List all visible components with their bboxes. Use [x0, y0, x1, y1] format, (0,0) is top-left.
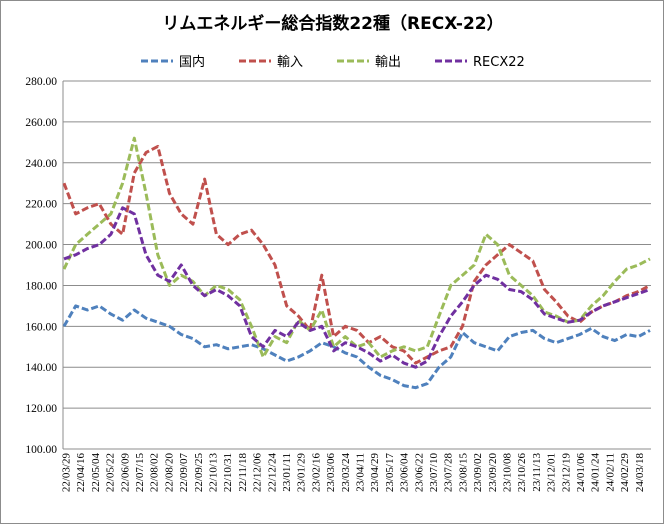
- x-tick-label-35: 24/01/06: [575, 453, 587, 493]
- x-tick-label-26: 23/07/28: [443, 453, 455, 493]
- y-tick-label-5: 200.00: [25, 240, 57, 252]
- x-tick-label-20: 23/04/11: [355, 453, 367, 492]
- x-tick-label-32: 23/11/13: [531, 453, 543, 492]
- x-tick-label-17: 23/02/16: [310, 453, 322, 493]
- x-tick-label-6: 22/08/02: [149, 453, 161, 492]
- x-tick-label-8: 22/09/07: [178, 453, 190, 493]
- x-tick-label-33: 23/12/01: [546, 453, 558, 492]
- x-tick-label-27: 23/08/15: [457, 453, 469, 493]
- legend-label-0: 国内: [179, 54, 205, 70]
- x-tick-label-3: 22/05/22: [105, 453, 117, 492]
- x-tick-label-30: 23/10/08: [502, 453, 514, 493]
- x-tick-label-28: 23/09/02: [472, 453, 484, 492]
- x-tick-label-10: 22/10/13: [208, 453, 220, 493]
- x-tick-label-34: 23/12/19: [560, 453, 572, 493]
- x-tick-label-12: 22/11/18: [237, 453, 249, 492]
- y-tick-label-6: 220.00: [25, 199, 57, 211]
- y-tick-label-9: 280.00: [25, 76, 57, 88]
- x-tick-label-15: 23/01/11: [281, 453, 293, 492]
- x-tick-label-18: 23/03/06: [325, 453, 337, 493]
- x-tick-label-1: 22/04/16: [75, 453, 87, 493]
- x-tick-label-4: 22/06/09: [119, 453, 131, 493]
- x-tick-label-39: 24/03/18: [634, 453, 646, 493]
- x-tick-label-5: 22/07/15: [134, 453, 146, 493]
- x-tick-label-2: 22/05/04: [90, 453, 102, 493]
- series-line-1: [62, 144, 651, 365]
- x-tick-label-38: 24/02/29: [619, 453, 631, 493]
- series-line-2: [62, 136, 651, 359]
- y-tick-label-4: 180.00: [25, 280, 57, 292]
- x-tick-label-37: 24/02/11: [604, 453, 616, 492]
- x-tick-label-29: 23/09/20: [487, 453, 499, 493]
- chart-title: リムエネルギー総合指数22種（RECX-22）: [162, 14, 504, 34]
- x-tick-label-11: 22/10/31: [222, 453, 234, 492]
- y-tick-label-1: 120.00: [25, 403, 57, 415]
- y-tick-label-7: 240.00: [25, 158, 57, 170]
- legend-label-3: RECX22: [473, 55, 525, 70]
- x-tick-label-7: 22/08/20: [163, 453, 175, 493]
- y-tick-label-3: 160.00: [25, 321, 57, 333]
- y-tick-label-0: 100.00: [25, 444, 57, 456]
- x-tick-label-25: 23/07/10: [428, 453, 440, 493]
- x-tick-label-36: 24/01/24: [590, 453, 602, 493]
- x-tick-label-14: 22/12/24: [266, 453, 278, 493]
- x-tick-label-24: 23/06/22: [413, 453, 425, 492]
- y-tick-label-2: 140.00: [25, 362, 57, 374]
- series-line-3: [63, 206, 651, 369]
- legend-label-2: 輸出: [375, 55, 401, 70]
- y-tick-label-8: 260.00: [25, 117, 57, 129]
- series-line-0: [62, 304, 651, 390]
- x-tick-label-13: 22/12/06: [252, 453, 264, 493]
- x-tick-label-16: 23/01/29: [296, 453, 308, 493]
- x-tick-label-23: 23/06/04: [399, 453, 411, 493]
- legend-label-1: 輸入: [277, 55, 303, 70]
- x-tick-label-0: 22/03/29: [61, 453, 73, 493]
- x-tick-label-9: 22/09/25: [193, 453, 205, 493]
- x-tick-label-31: 23/10/26: [516, 453, 528, 493]
- x-tick-label-21: 23/04/29: [369, 453, 381, 493]
- x-tick-label-19: 23/03/24: [340, 453, 352, 493]
- x-tick-label-22: 23/05/17: [384, 453, 396, 493]
